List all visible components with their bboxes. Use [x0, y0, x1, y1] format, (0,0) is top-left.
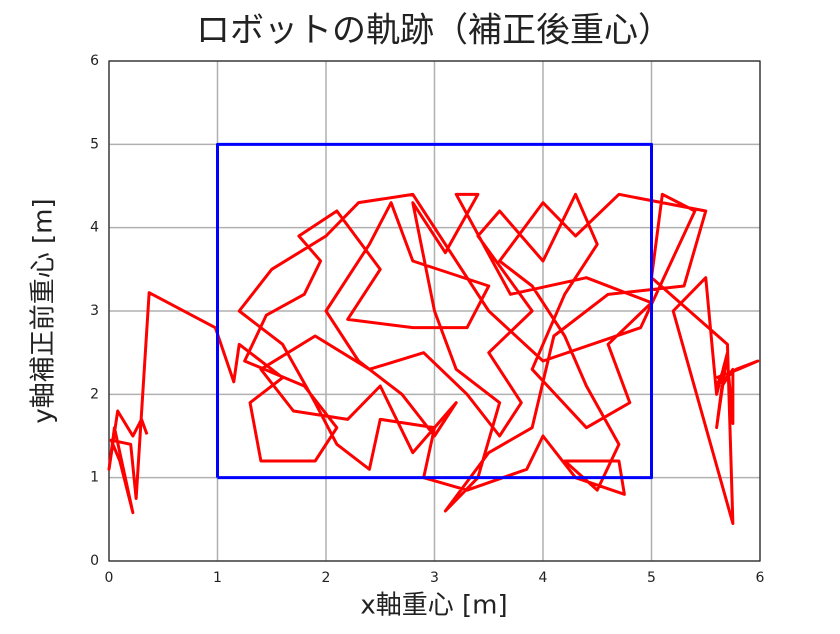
x-axis-label: x軸重心 [m]: [360, 591, 507, 621]
x-tick-label: 5: [647, 570, 656, 586]
y-tick-label: 5: [90, 136, 99, 152]
x-tick-label: 6: [756, 570, 765, 586]
y-tick-label: 2: [90, 386, 99, 402]
x-tick-label: 1: [213, 570, 222, 586]
y-tick-label: 4: [90, 220, 99, 236]
x-tick-label: 3: [430, 570, 439, 586]
y-tick-label: 6: [90, 53, 99, 69]
y-tick-label: 0: [90, 553, 99, 569]
y-axis-label: y軸補正前重心 [m]: [29, 198, 59, 423]
plot-frame: [108, 60, 761, 562]
y-tick-label: 3: [90, 303, 99, 319]
trajectory-line: [107, 192, 760, 525]
chart-title: ロボットの軌跡（補正後重心）: [196, 11, 672, 51]
y-tick-label: 1: [90, 470, 99, 486]
x-tick-label: 4: [539, 570, 548, 586]
x-tick-label: 0: [105, 570, 114, 586]
x-tick-label: 2: [322, 570, 331, 586]
trajectory-line: [216, 142, 653, 480]
